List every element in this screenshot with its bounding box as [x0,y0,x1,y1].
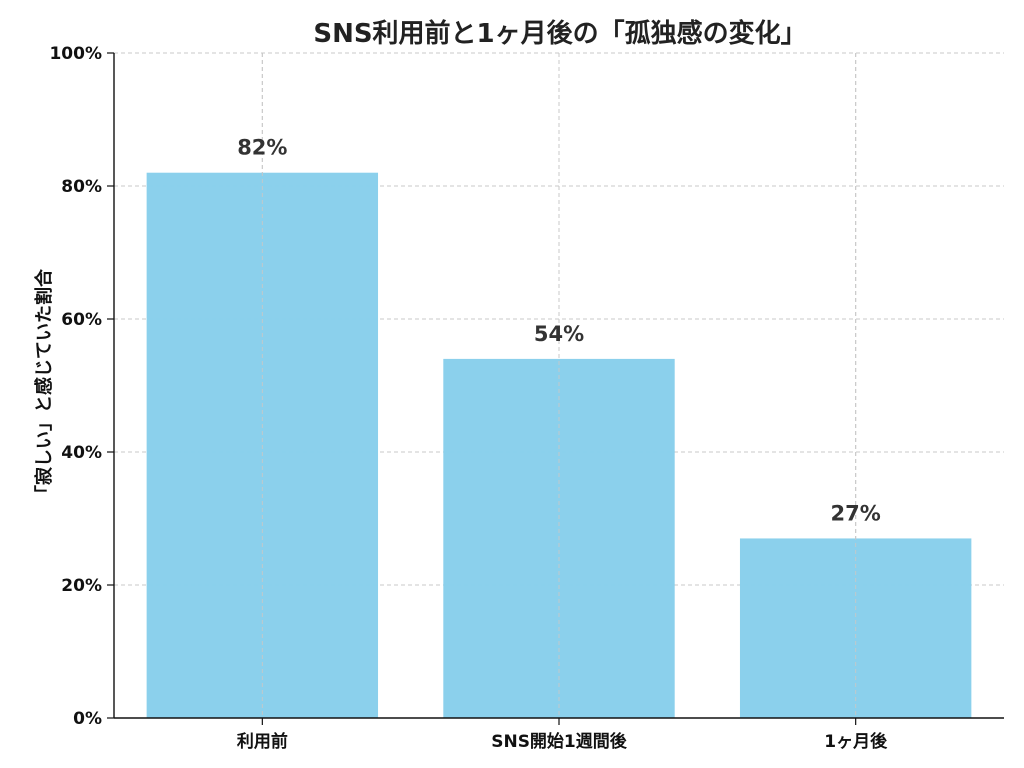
bar-value-label: 27% [831,501,881,525]
y-tick-label: 0% [73,709,102,729]
chart-title: SNS利用前と1ヶ月後の「孤独感の変化」 [313,18,806,49]
axis-layer [107,52,1004,725]
x-tick-label: 1ヶ月後 [824,731,888,752]
y-tick-label: 80% [61,177,102,197]
y-axis-label: 「寂しい」と感じていた割合 [33,268,55,503]
bar-layer [146,53,972,718]
x-tick-label: SNS開始1週間後 [491,731,628,752]
y-tick-label: 60% [61,310,102,330]
x-tick-label: 利用前 [237,731,288,752]
bar-value-label: 54% [534,322,584,346]
y-tick-label: 40% [61,443,102,463]
bar-value-label: 82% [237,136,287,160]
y-tick-label: 20% [61,576,102,596]
y-tick-label: 100% [49,44,102,64]
label-layer: 0% 20% 40% 60% 80% 100% 82% 54% 27% 利用前 SNS開始1週間後 1… [49,44,888,752]
